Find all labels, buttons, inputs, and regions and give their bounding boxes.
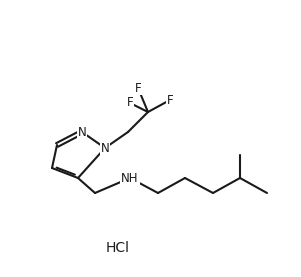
Text: F: F [167, 94, 173, 106]
Text: N: N [78, 125, 86, 138]
Text: F: F [127, 96, 133, 109]
Text: NH: NH [121, 171, 139, 184]
Text: F: F [135, 81, 141, 94]
Text: HCl: HCl [106, 241, 130, 255]
Text: N: N [101, 142, 109, 155]
